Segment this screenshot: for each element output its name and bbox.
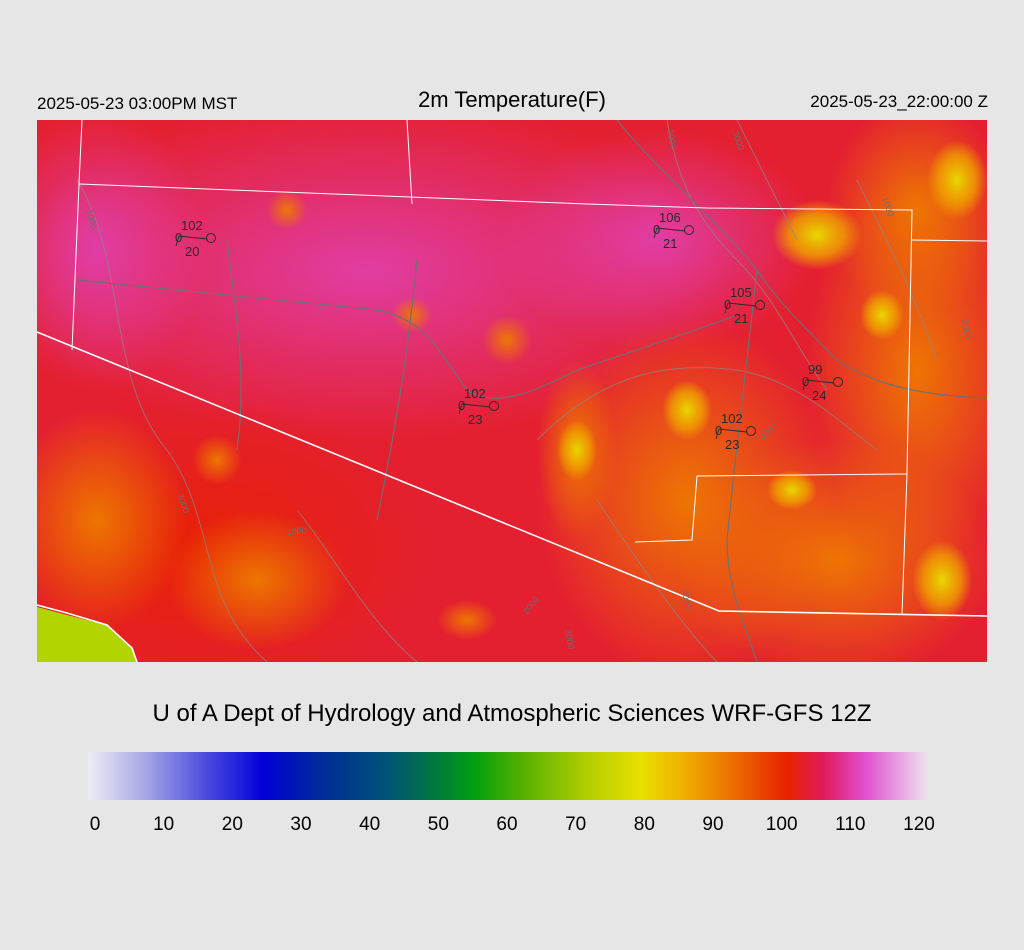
station-bottom: 21 (663, 236, 677, 251)
wind-barb (458, 403, 491, 415)
station-left: 0 (458, 398, 465, 413)
station-temp: 102 (721, 411, 743, 426)
road-network (76, 120, 987, 662)
station-marker (746, 426, 756, 436)
station-temp: 99 (808, 362, 822, 377)
wind-barb (715, 428, 748, 440)
temperature-field (37, 120, 987, 662)
color-scale-tick-label: 30 (290, 814, 312, 835)
station-marker (833, 377, 843, 387)
contour-label: 3000 (680, 589, 693, 610)
color-scale-bar (88, 752, 928, 800)
station-temp: 102 (464, 386, 486, 401)
station-bottom: 20 (185, 244, 199, 259)
contour-label: 1000 (85, 209, 98, 230)
color-scale-tick-label: 50 (427, 814, 449, 835)
color-scale-tick-label: 40 (359, 814, 381, 835)
model-credit: U of A Dept of Hydrology and Atmospheric… (152, 700, 872, 727)
station-marker (206, 233, 216, 243)
contour-label: 3000 (563, 629, 576, 650)
station-left: 0 (724, 297, 731, 312)
station-left: 0 (802, 374, 809, 389)
color-scale-tick-label: 10 (153, 814, 175, 835)
station-left: 0 (175, 230, 182, 245)
wind-barb (724, 302, 757, 314)
station-temp: 102 (181, 218, 203, 233)
color-scale-tick-label: 80 (633, 814, 655, 835)
contour-label: 2000 (665, 129, 678, 150)
station-bottom: 23 (725, 437, 739, 452)
color-scale-tick-label: 70 (565, 814, 587, 835)
station-bottom: 24 (812, 388, 826, 403)
color-scale-tick-label: 120 (903, 814, 935, 835)
terrain-contours (76, 120, 938, 662)
station-temp: 106 (659, 210, 681, 225)
station-marker (684, 225, 694, 235)
contour-label: 1000 (286, 525, 307, 537)
utc-time-label: 2025-05-23_22:00:00 Z (810, 92, 988, 111)
station-bottom: 21 (734, 311, 748, 326)
station-temp: 105 (730, 285, 752, 300)
color-scale-tick-label: 110 (835, 814, 866, 835)
wind-barb (175, 235, 208, 247)
color-scale-tick-label: 20 (221, 814, 243, 835)
color-scale-tick-label: 0 (89, 814, 101, 835)
station-left: 0 (653, 222, 660, 237)
wind-barb (802, 379, 835, 391)
color-scale-tick-label: 60 (496, 814, 518, 835)
boundaries (37, 120, 987, 662)
station-marker (489, 401, 499, 411)
map-title: 2m Temperature(F) (418, 87, 606, 112)
station-left: 0 (715, 423, 722, 438)
color-scale-tick-label: 90 (702, 814, 724, 835)
color-scale-tick-label: 100 (765, 814, 798, 835)
station-marker (755, 300, 765, 310)
wind-barb (653, 227, 686, 239)
local-time-label: 2025-05-23 03:00PM MST (37, 94, 238, 113)
station-bottom: 23 (468, 412, 482, 427)
contour-label: 2000 (960, 319, 973, 340)
